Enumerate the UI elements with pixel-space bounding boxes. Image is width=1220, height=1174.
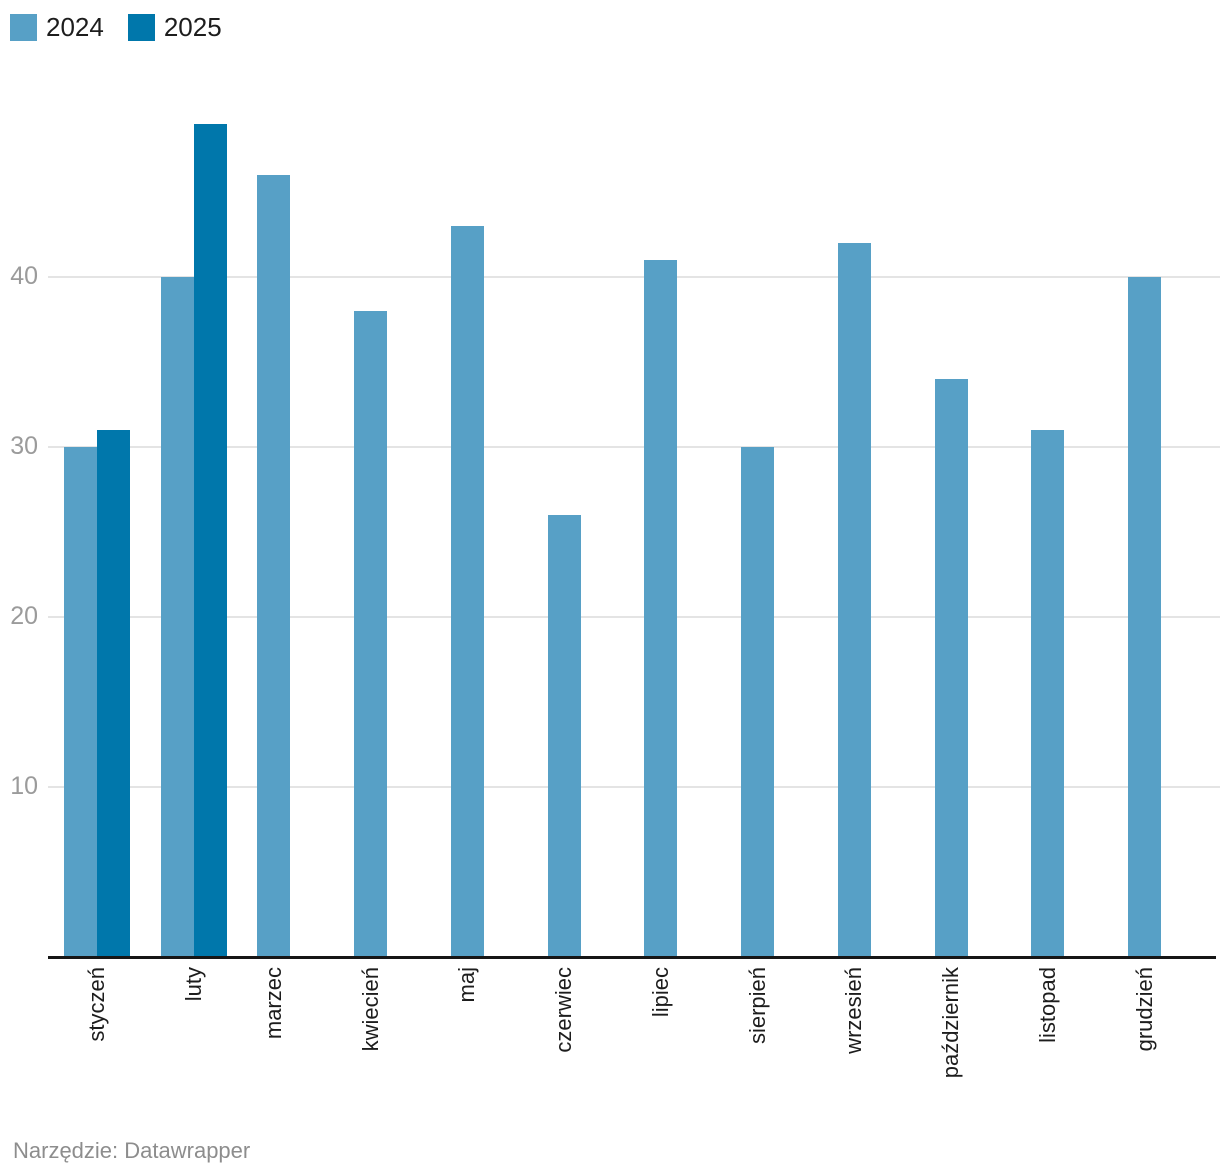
gridline-40	[48, 276, 1220, 278]
legend-item-2024: 2024	[10, 14, 104, 41]
gridline-30	[48, 446, 1220, 448]
gridline-10	[48, 786, 1220, 788]
bar-2024-grudzien[interactable]	[1128, 277, 1162, 957]
bar-2025-styczen[interactable]	[97, 430, 130, 957]
x-axis-tick-label-pazdziernik: październik	[938, 967, 964, 1079]
x-axis-tick-label-lipiec: lipiec	[647, 967, 673, 1018]
y-axis-tick-label-10: 10	[10, 772, 38, 800]
x-axis-tick-label-sierpien: sierpień	[744, 967, 770, 1045]
bar-2025-luty[interactable]	[193, 124, 227, 957]
x-axis-tick-label-kwiecien: kwiecień	[357, 967, 383, 1052]
legend: 2024 2025	[10, 14, 222, 41]
bar-2024-pazdziernik[interactable]	[934, 379, 968, 957]
legend-swatch-2025-icon	[127, 14, 155, 41]
x-axis-tick-label-maj: maj	[454, 967, 480, 1003]
bar-2024-styczen[interactable]	[64, 447, 97, 957]
x-axis-tick-label-czerwiec: czerwiec	[551, 967, 577, 1053]
bar-2024-listopad[interactable]	[1031, 430, 1065, 957]
footer-attribution: Narzędzie: Datawrapper	[13, 1138, 250, 1164]
bar-2024-lipiec[interactable]	[644, 260, 678, 957]
bar-2024-luty[interactable]	[160, 277, 194, 957]
x-axis-line	[48, 956, 1216, 959]
y-axis-tick-label-20: 20	[10, 602, 38, 630]
bar-2024-marzec[interactable]	[257, 175, 291, 957]
bar-2024-sierpien[interactable]	[741, 447, 775, 957]
bar-2024-kwiecien[interactable]	[354, 311, 388, 957]
x-axis-tick-label-wrzesien: wrzesień	[841, 967, 867, 1054]
x-axis-tick-label-listopad: listopad	[1034, 967, 1060, 1043]
gridline-20	[48, 616, 1220, 618]
x-axis-tick-label-grudzien: grudzień	[1131, 967, 1157, 1052]
footer-text: Narzędzie: Datawrapper	[13, 1138, 251, 1163]
legend-item-2025: 2025	[127, 12, 222, 42]
x-axis-tick-label-marzec: marzec	[260, 967, 286, 1040]
legend-swatch-2024-icon	[10, 14, 37, 41]
legend-label-2024: 2024	[46, 12, 104, 42]
legend-label-2025: 2025	[163, 12, 222, 42]
y-axis-tick-label-40: 40	[10, 262, 38, 290]
bar-2024-wrzesien[interactable]	[837, 243, 871, 957]
bar-2024-czerwiec[interactable]	[547, 515, 581, 957]
y-axis-tick-label-30: 30	[10, 432, 38, 460]
bar-2024-maj[interactable]	[450, 226, 484, 957]
